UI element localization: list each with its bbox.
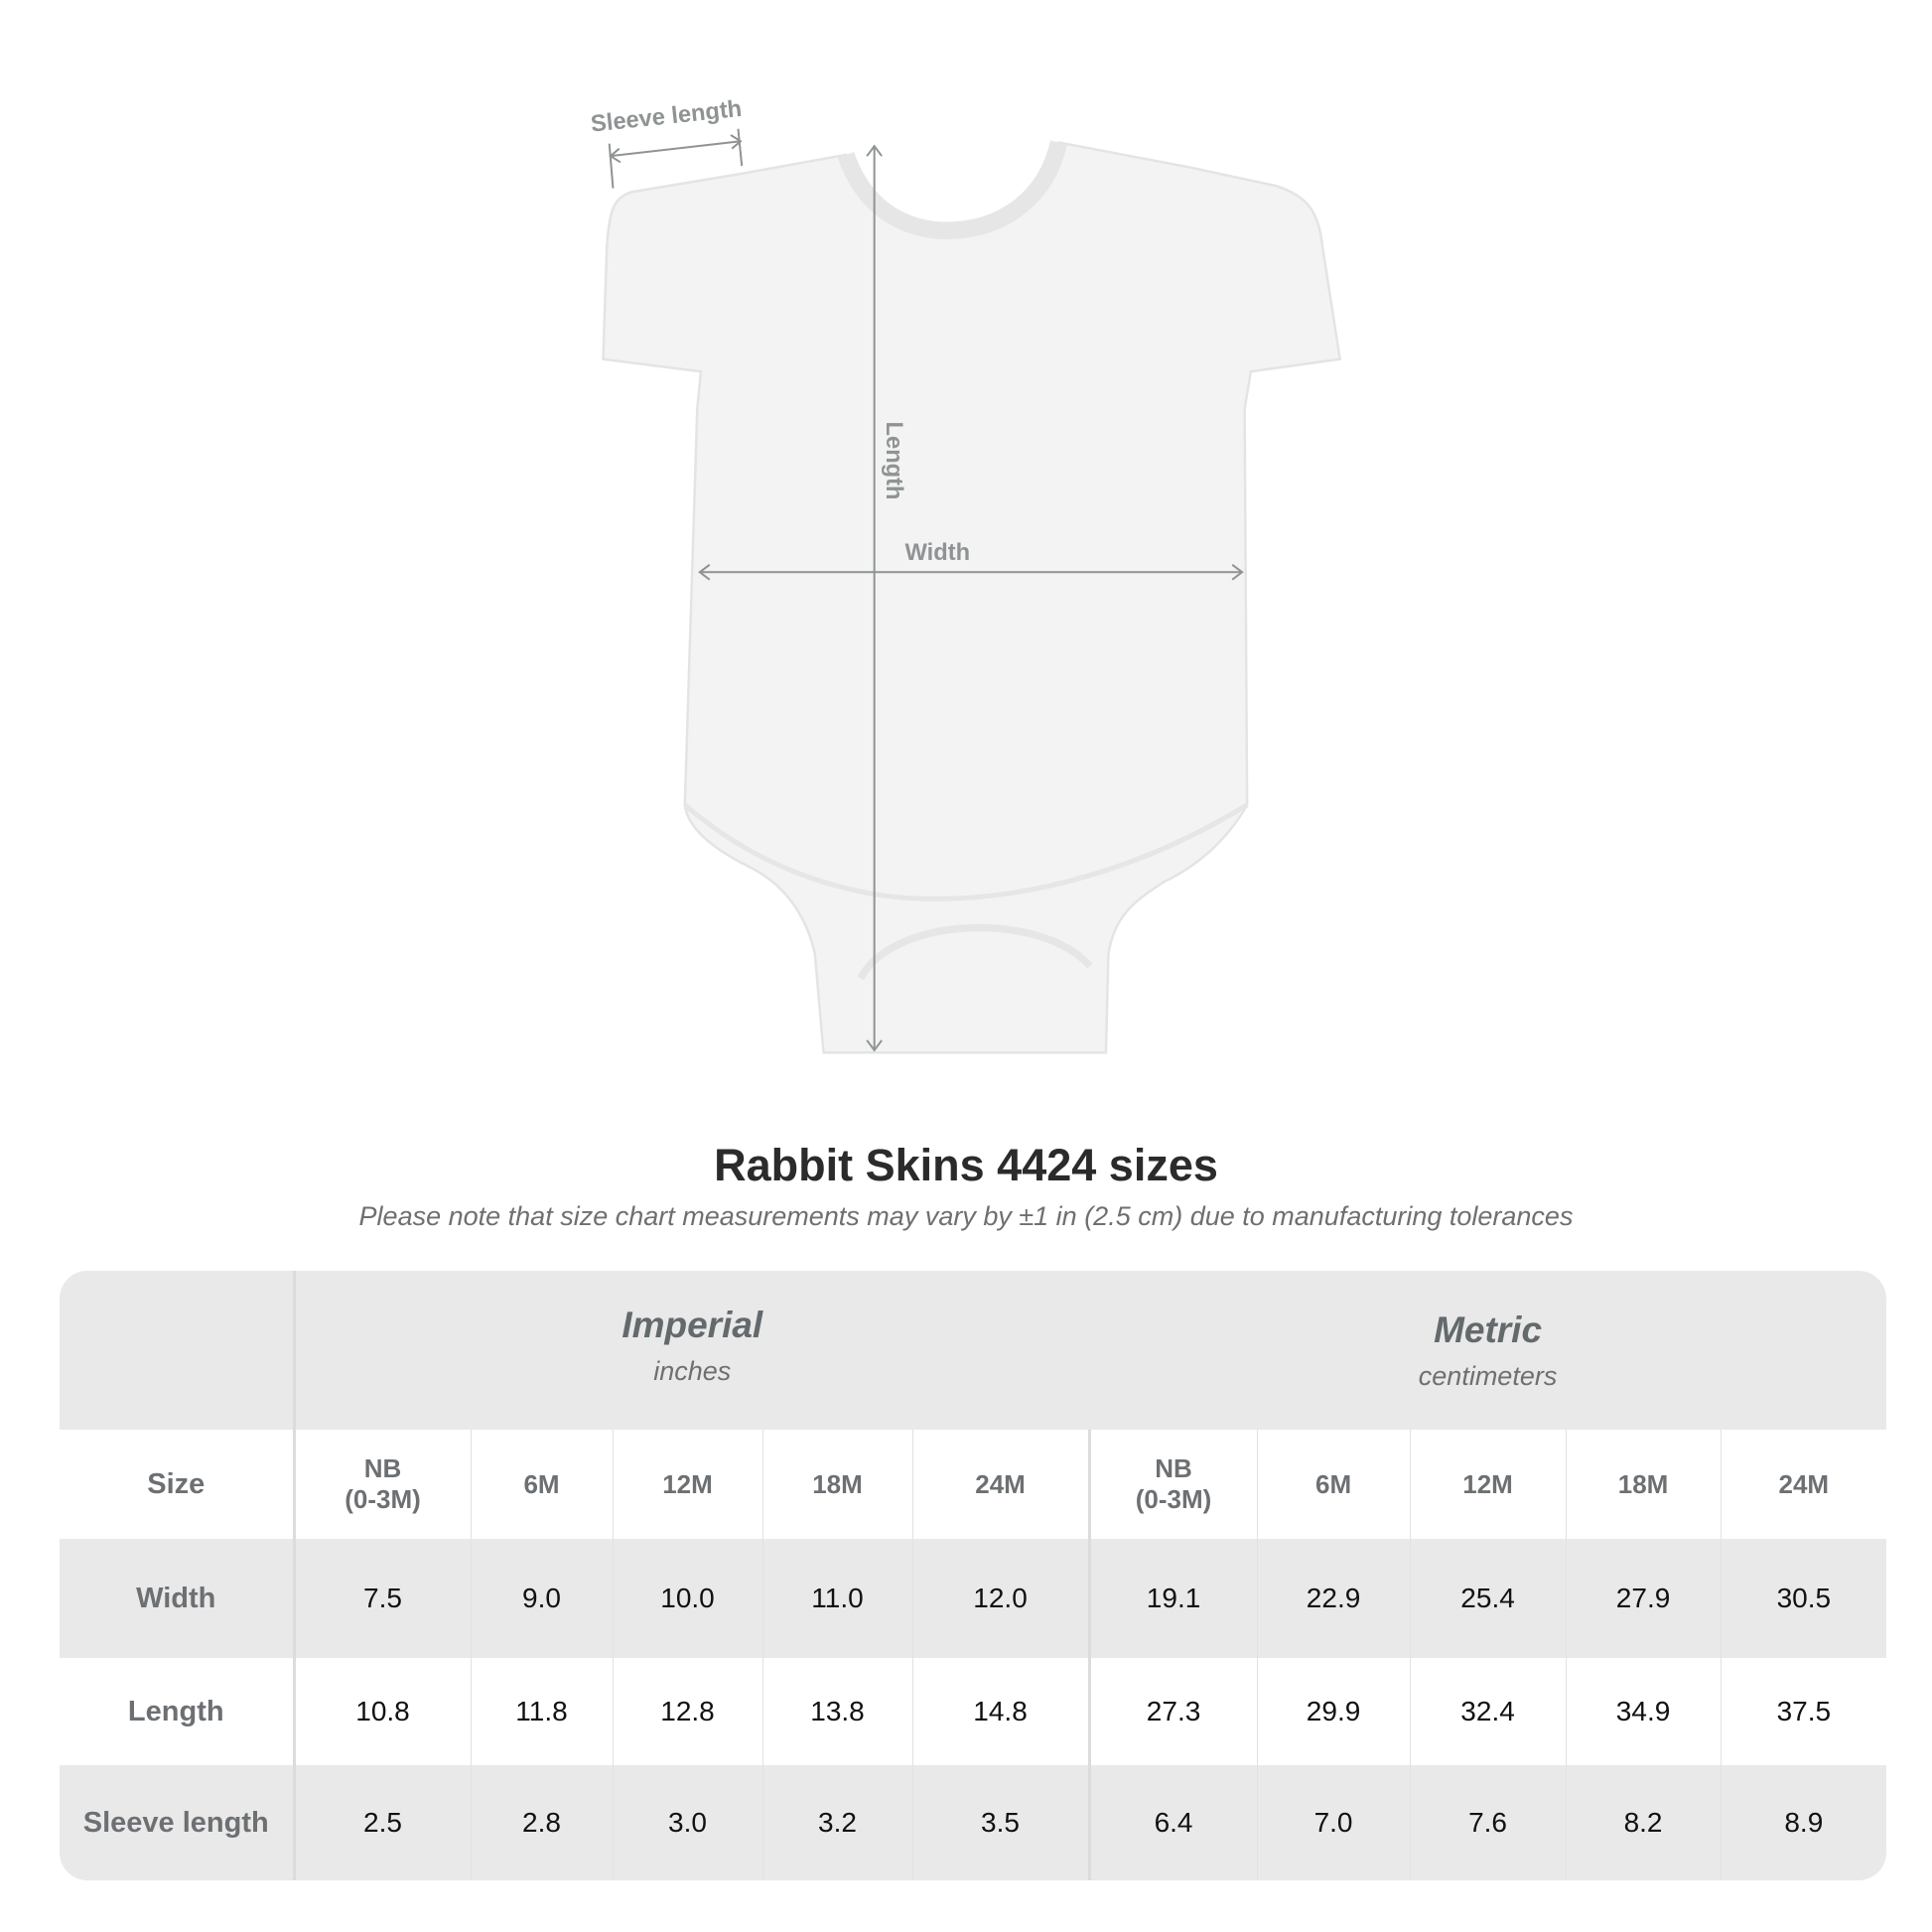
length-label: Length bbox=[881, 422, 906, 500]
measurement-cell: 8.2 bbox=[1565, 1765, 1722, 1880]
measurement-cell: 7.0 bbox=[1256, 1765, 1411, 1880]
measurement-cell: 27.9 bbox=[1565, 1539, 1722, 1658]
size-table: Imperial inches Metric centimeters Size NB… bbox=[60, 1271, 1886, 1880]
size-name: 24M bbox=[1778, 1468, 1830, 1499]
length-arrow bbox=[866, 144, 883, 1052]
measurement-cell: 27.3 bbox=[1087, 1658, 1258, 1765]
size-name: 6M bbox=[1314, 1468, 1352, 1499]
table-row: Length 10.8 11.8 12.8 13.8 14.8 27.3 29.9 32.4 34… bbox=[60, 1658, 1886, 1765]
tolerance-note: Please note that size chart measurements… bbox=[358, 1201, 1574, 1231]
measurement-cell: 2.8 bbox=[470, 1765, 613, 1880]
size-label: Size bbox=[147, 1467, 206, 1500]
size-column-header: 12M bbox=[612, 1430, 762, 1539]
size-name: 12M bbox=[662, 1468, 713, 1499]
measurement-cell: 3.0 bbox=[612, 1765, 762, 1880]
size-name: NB bbox=[363, 1453, 402, 1483]
measurement-cell: 34.9 bbox=[1565, 1658, 1722, 1765]
table-row: Width 7.5 9.0 10.0 11.0 12.0 19.1 22.9 25.4 27.9 3… bbox=[60, 1539, 1886, 1658]
measurement-cell: 3.2 bbox=[761, 1765, 912, 1880]
size-column-header: NB (0-3M) bbox=[292, 1430, 471, 1539]
measurement-cell: 7.6 bbox=[1409, 1765, 1567, 1880]
size-header-row: Size NB (0-3M) 6M 12M 18M 24M NB (0-3M) 6M 12M 18M… bbox=[60, 1430, 1886, 1539]
metric-group: Metric centimeters bbox=[1089, 1271, 1886, 1430]
measurement-cell: 25.4 bbox=[1409, 1539, 1567, 1658]
measurement-cell: 10.8 bbox=[292, 1658, 471, 1765]
measurement-cell: 9.0 bbox=[470, 1539, 613, 1658]
width-label: Width bbox=[905, 540, 971, 566]
measurement-cell: 19.1 bbox=[1087, 1539, 1258, 1658]
measurement-cell: 29.9 bbox=[1256, 1658, 1411, 1765]
measurement-cell: 3.5 bbox=[911, 1765, 1090, 1880]
measurement-cell: 11.8 bbox=[470, 1658, 613, 1765]
sleeve-length-label: Sleeve length bbox=[590, 96, 744, 138]
sleeve-length-arrow bbox=[608, 128, 744, 189]
size-range: (0-3M) bbox=[345, 1484, 421, 1514]
onesie-illustration bbox=[602, 140, 1342, 1054]
size-name: NB bbox=[1155, 1453, 1192, 1483]
measurement-cell: 8.9 bbox=[1720, 1765, 1886, 1880]
page-title: Rabbit Skins 4424 sizes bbox=[714, 1140, 1218, 1190]
measurement-cell: 12.0 bbox=[911, 1539, 1090, 1658]
row-label: Width bbox=[60, 1539, 294, 1658]
measurement-cell: 10.0 bbox=[612, 1539, 762, 1658]
measurement-cell: 22.9 bbox=[1256, 1539, 1411, 1658]
size-column-header: 24M bbox=[1720, 1430, 1886, 1539]
size-column-header: 18M bbox=[761, 1430, 912, 1539]
measurement-cell: 13.8 bbox=[761, 1658, 912, 1765]
size-range: (0-3M) bbox=[1135, 1484, 1212, 1514]
measurement-cell: 32.4 bbox=[1409, 1658, 1567, 1765]
measurement-cell: 30.5 bbox=[1720, 1539, 1886, 1658]
imperial-group: Imperial inches bbox=[292, 1271, 1090, 1430]
size-column-header: NB (0-3M) bbox=[1087, 1430, 1258, 1539]
table-row: Sleeve length 2.5 2.8 3.0 3.2 3.5 6.4 7.0 7.6 8.2… bbox=[60, 1765, 1886, 1880]
measurement-cell: 7.5 bbox=[292, 1539, 471, 1658]
measurement-cell: 37.5 bbox=[1720, 1658, 1886, 1765]
unit-group-header: Imperial inches Metric centimeters bbox=[60, 1271, 1886, 1430]
measurement-cell: 6.4 bbox=[1087, 1765, 1258, 1880]
size-column-header: 12M bbox=[1409, 1430, 1567, 1539]
size-column-header: 18M bbox=[1565, 1430, 1722, 1539]
measurement-cell: 2.5 bbox=[292, 1765, 471, 1880]
width-arrow bbox=[698, 564, 1244, 581]
size-column-header: 6M bbox=[470, 1430, 613, 1539]
size-column-header: 6M bbox=[1256, 1430, 1411, 1539]
row-label: Sleeve length bbox=[60, 1765, 294, 1880]
row-label: Length bbox=[127, 1695, 224, 1727]
measurement-cell: 14.8 bbox=[911, 1658, 1090, 1765]
measurement-cell: 12.8 bbox=[612, 1658, 762, 1765]
size-name: 6M bbox=[523, 1468, 560, 1499]
measurement-cell: 11.0 bbox=[761, 1539, 912, 1658]
size-name: 18M bbox=[1617, 1468, 1669, 1499]
size-column-header: 24M bbox=[911, 1430, 1090, 1539]
size-name: 12M bbox=[1462, 1468, 1513, 1499]
size-name: 24M bbox=[975, 1468, 1026, 1499]
size-name: 18M bbox=[812, 1468, 863, 1499]
